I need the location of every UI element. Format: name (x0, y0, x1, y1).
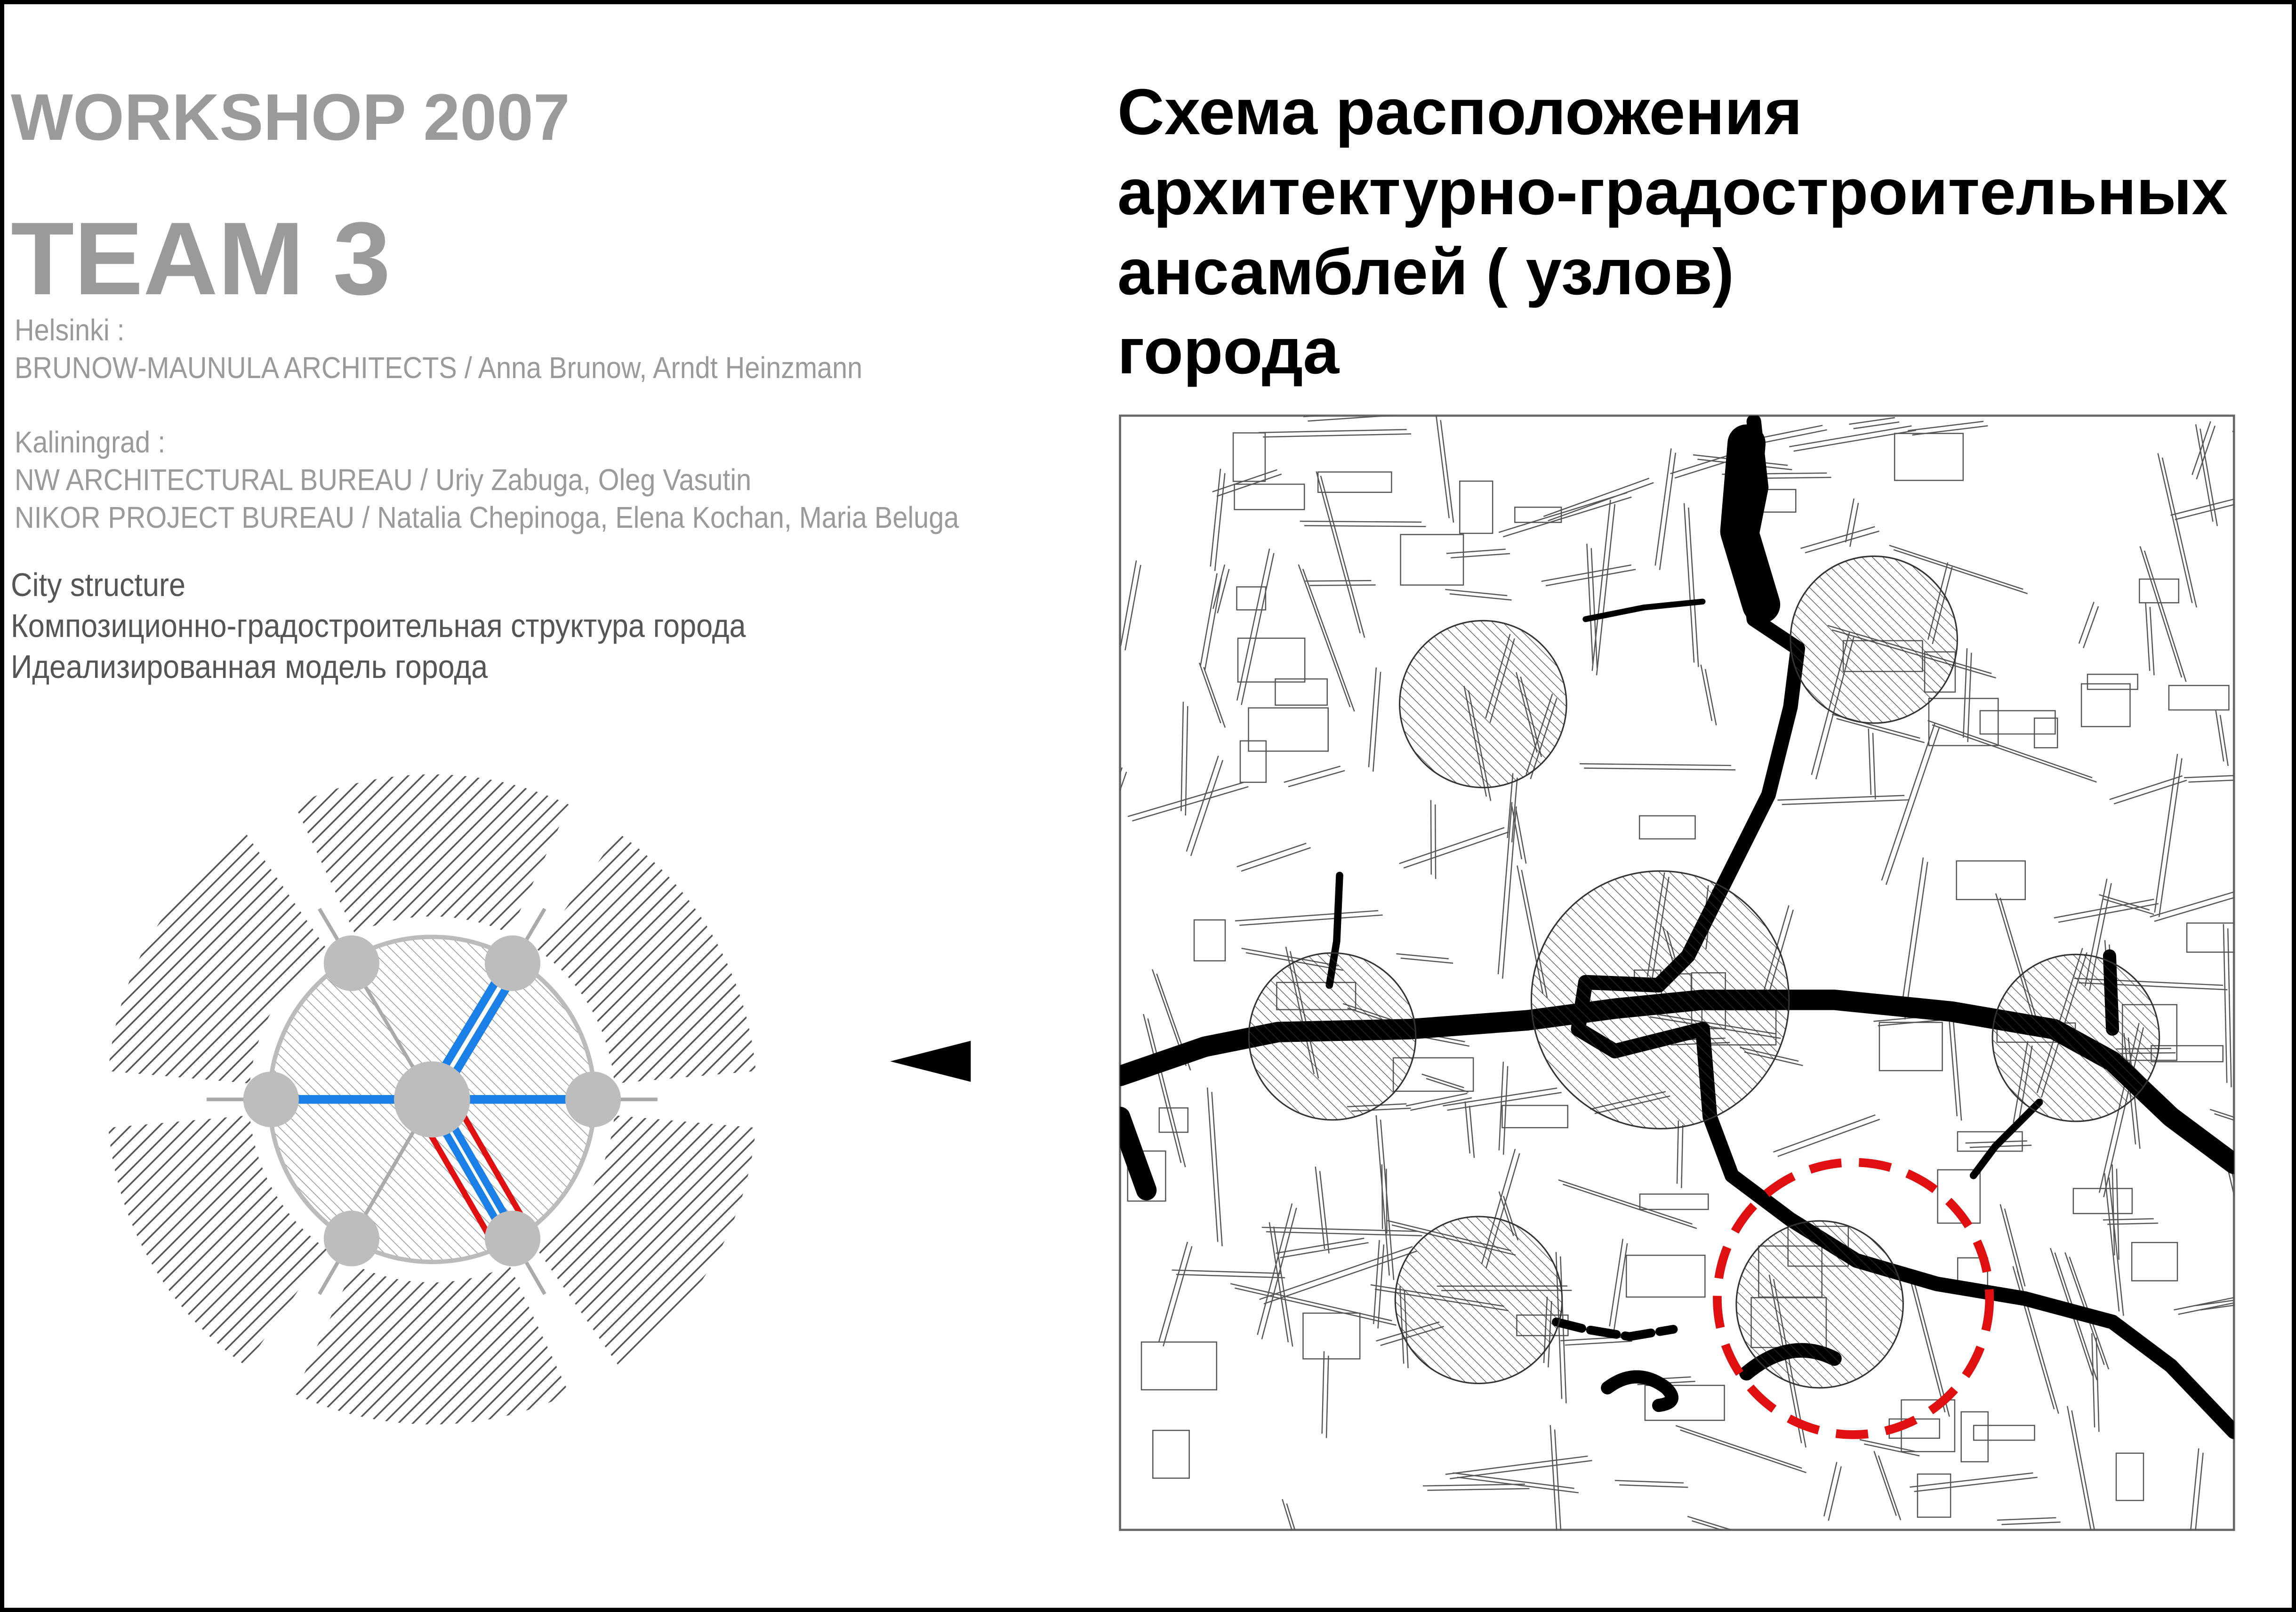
satellite-node (484, 1210, 541, 1266)
artwork (108, 414, 2235, 1531)
ensemble-node (1790, 555, 1958, 724)
hatched-district (295, 1265, 570, 1425)
hatched-district (108, 833, 327, 1084)
kaliningrad-label: Kaliningrad : (15, 425, 166, 459)
ensemble-node (1248, 952, 1417, 1121)
hatched-district (537, 1115, 756, 1366)
helsinki-label: Helsinki : (15, 313, 125, 347)
team-heading: TEAM 3 (11, 201, 391, 316)
satellite-node (484, 935, 541, 991)
satellite-node (323, 1210, 379, 1266)
highlighted-node-circle (1713, 1158, 1994, 1439)
map-ensemble-nodes (1248, 555, 2160, 1389)
ensemble-node (1530, 870, 1790, 1129)
city-map (1119, 414, 2235, 1531)
ensemble-node (1394, 1216, 1563, 1385)
topic-city-structure: City structure (11, 566, 186, 603)
hatched-district (537, 833, 756, 1084)
map-title-line-4: города (1117, 315, 1340, 387)
satellite-node (323, 935, 379, 991)
ensemble-node (1991, 953, 2160, 1122)
hatched-district (108, 1115, 327, 1366)
central-node (394, 1061, 470, 1138)
map-title-line-1: Схема расположения (1117, 76, 1803, 148)
ensemble-node (1735, 1220, 1904, 1389)
topic-composition-structure: Композиционно-градостроительная структур… (11, 607, 746, 644)
triangle-left-arrow-icon (890, 1040, 971, 1082)
satellite-node (565, 1072, 621, 1128)
diagram-nodes (243, 935, 621, 1266)
map-title-line-2: архитектурно-градостроительных (1117, 156, 2228, 228)
map-title-line-3: ансамблей ( узлов) (1117, 236, 1734, 308)
helsinki-team: BRUNOW-MAUNULA ARCHITECTS / Anna Brunow,… (15, 351, 863, 385)
idealized-city-diagram (108, 774, 756, 1425)
hatched-district (295, 774, 570, 934)
satellite-node (243, 1072, 299, 1128)
topic-idealized-model: Идеализированная модель города (11, 648, 488, 685)
kaliningrad-team-2: NIKOR PROJECT BUREAU / Natalia Chepinoga… (15, 500, 959, 534)
workshop-heading: WORKSHOP 2007 (11, 80, 570, 154)
kaliningrad-team-1: NW ARCHITECTURAL BUREAU / Uriy Zabuga, O… (15, 463, 752, 497)
outer-hatched-districts (108, 774, 756, 1425)
ensemble-node (1399, 620, 1567, 789)
